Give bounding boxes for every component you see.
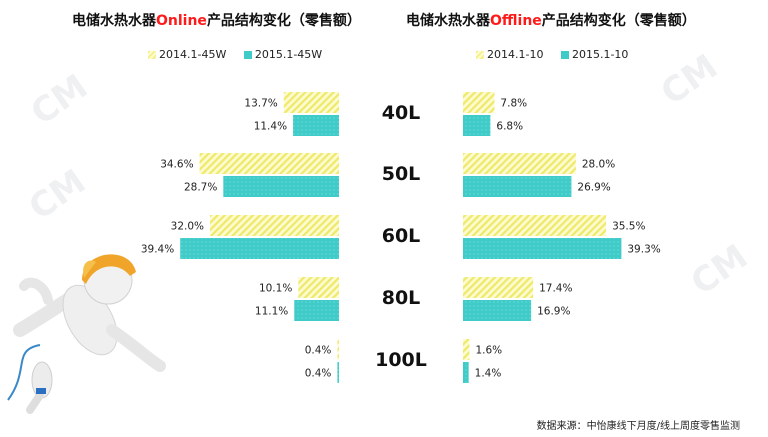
data-label: 0.4% [305,368,332,380]
jumping-figure-illustration [7,254,166,414]
offline-chart-title: 电储水热水器Offline产品结构变化（零售额） [406,10,696,30]
data-label: 26.9% [577,182,610,194]
bar-60l-series-2 [180,238,339,259]
legend-item-2014: 2014.1-10 [476,48,543,61]
title-highlight: Offline [490,13,542,29]
data-label: 11.4% [254,121,287,133]
data-label: 32.0% [171,221,204,233]
category-label-60l: 60L [382,225,421,247]
bar-100l-series-2 [463,362,469,383]
data-label: 1.6% [475,345,502,357]
data-label: 17.4% [539,283,572,295]
bar-100l-series-2 [337,362,339,383]
bar-40l-series-2 [293,115,339,136]
legend-label: 2015.1-45W [254,48,323,61]
legend-swatch [560,51,569,59]
bar-80l-series-1 [463,277,534,298]
data-label: 0.4% [305,345,332,357]
bar-80l-series-1 [298,277,339,298]
data-label: 10.1% [259,283,292,295]
bar-80l-series-2 [463,300,532,321]
title-prefix: 电储水热水器 [406,13,490,29]
title-suffix: 产品结构变化（零售额） [206,13,361,29]
legend-swatch [476,51,484,59]
online-legend: 2014.1-45W 2015.1-45W [148,48,336,61]
bar-40l-series-1 [463,92,495,113]
legend-swatch [148,51,156,59]
data-source-note: 数据来源：中怡康线下月度/线上周度零售监测 [536,421,740,432]
offline-legend: 2014.1-10 2015.1-10 [476,48,642,61]
data-label: 35.5% [612,221,645,233]
bar-60l-series-2 [463,238,622,259]
data-label: 39.4% [141,244,174,256]
data-label: 7.8% [500,98,527,110]
legend-item-2014: 2014.1-45W [148,48,226,61]
legend-item-2015: 2015.1-10 [560,48,629,61]
title-highlight: Online [156,13,207,29]
data-label: 16.9% [537,306,570,318]
data-label: 39.3% [627,244,660,256]
category-labels: 40L 50L 60L 80L 100L [375,102,427,371]
bar-60l-series-1 [210,215,339,236]
title-prefix: 电储水热水器 [72,13,156,29]
legend-item-2015: 2015.1-45W [243,48,323,61]
bar-60l-series-1 [463,215,607,236]
data-label: 1.4% [475,368,502,380]
bar-100l-series-1 [463,339,470,360]
online-chart-title: 电储水热水器Online产品结构变化（零售额） [72,10,361,30]
title-suffix: 产品结构变化（零售额） [541,13,696,29]
offline-bars: 7.8% 28.0% 35.5% 17.4% 1.6% 6.8% 26.9% 39.3% 16.… [463,92,661,383]
category-label-80l: 80L [382,287,421,309]
data-label: 34.6% [160,159,193,171]
legend-swatch [243,51,252,59]
data-label: 11.1% [255,306,288,318]
bar-80l-series-2 [294,300,339,321]
bar-50l-series-2 [463,176,572,197]
bar-50l-series-1 [199,153,339,174]
bar-40l-series-2 [463,115,491,136]
bar-40l-series-1 [283,92,339,113]
data-label: 6.8% [496,121,523,133]
bar-50l-series-2 [223,176,339,197]
data-label: 28.0% [582,159,615,171]
legend-label: 2014.1-10 [487,48,544,61]
category-label-40l: 40L [382,102,421,124]
online-bars: 13.7% 34.6% 32.0% 10.1% 0.4% 11.4% 28.7% 39.4% 1… [141,92,339,383]
data-label: 13.7% [244,98,277,110]
bar-100l-series-1 [337,339,339,360]
bar-50l-series-1 [463,153,576,174]
data-label: 28.7% [184,182,217,194]
legend-label: 2014.1-45W [159,48,227,61]
category-label-50l: 50L [382,163,421,185]
legend-label: 2015.1-10 [571,48,629,61]
category-label-100l: 100L [375,349,427,371]
